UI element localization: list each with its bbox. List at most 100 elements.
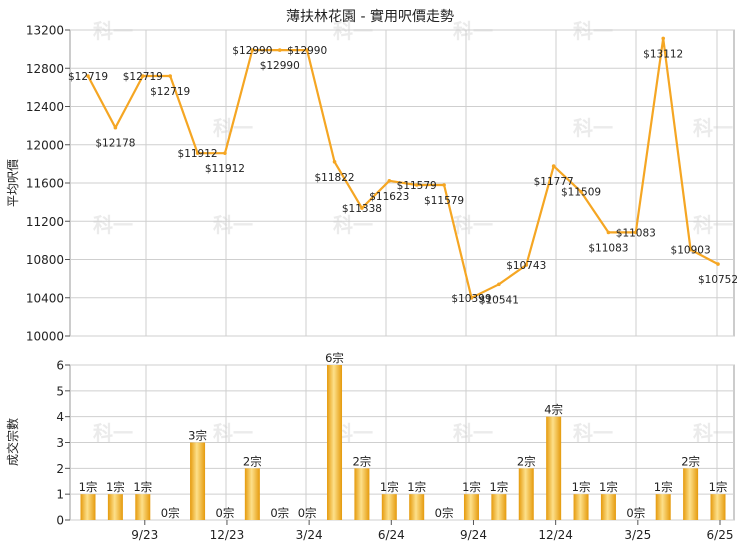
watermark-logo: 科一: [453, 213, 493, 237]
volume-bar: [409, 494, 425, 520]
x-tick-label: 12/23: [210, 528, 245, 542]
price-value-label: $10752: [698, 274, 738, 286]
price-point: [524, 263, 529, 267]
price-point: [332, 159, 337, 164]
watermark-logo: 科一: [693, 421, 733, 445]
volume-bar: [80, 494, 96, 520]
price-value-label: $11579: [397, 180, 437, 192]
price-value-label: $11912: [205, 163, 245, 175]
volume-bar: [683, 468, 699, 520]
price-point: [442, 183, 446, 187]
price-y-ticks: 10000 10400 10800 11200 11600 12000 12400 12800…: [26, 24, 70, 344]
watermark-logo: 科一: [453, 19, 493, 43]
watermark-logo: 科一: [573, 116, 613, 140]
volume-y-tick-label: 5: [56, 384, 64, 398]
price-point: [551, 164, 556, 168]
price-points: [86, 36, 720, 300]
volume-value-label: 2宗: [352, 454, 371, 468]
x-tick-label: 3/24: [296, 528, 323, 542]
watermark-logo: 科一: [693, 116, 733, 140]
volume-value-label: 1宗: [133, 480, 152, 494]
volume-bar: [463, 494, 479, 520]
price-value-label: $11579: [424, 195, 464, 207]
price-value-label: $11509: [561, 187, 601, 199]
price-point: [661, 36, 666, 41]
price-y-tick-label: 13200: [26, 24, 64, 38]
volume-bar: [135, 494, 151, 520]
price-value-label: $10399: [451, 293, 491, 305]
x-tick-label: 9/23: [131, 528, 158, 542]
volume-value-label: 1宗: [489, 480, 508, 494]
volume-value-label: 0宗: [161, 506, 180, 520]
chart-title: 薄扶林花園 - 實用呎價走勢: [286, 8, 454, 25]
price-point: [360, 206, 364, 210]
volume-y-tick-label: 2: [56, 462, 64, 476]
volume-bar: [190, 442, 206, 520]
price-y-tick-label: 12800: [26, 62, 64, 76]
volume-value-label: 1宗: [79, 480, 98, 494]
volume-value-label: 1宗: [572, 480, 591, 494]
price-point: [140, 74, 145, 78]
price-y-axis-label: 平均呎價: [6, 159, 20, 207]
price-value-label: $13112: [643, 48, 683, 60]
volume-gridlines: [70, 364, 734, 521]
volume-value-label: 0宗: [298, 506, 317, 520]
volume-y-tick-label: 0: [56, 514, 64, 528]
watermark-logo: 科一: [93, 421, 133, 445]
volume-y-axis-label: 成交宗數: [5, 418, 20, 466]
x-tick-label: 3/25: [624, 528, 651, 542]
volume-value-label: 2宗: [681, 454, 700, 468]
price-point: [414, 183, 419, 187]
price-point: [277, 48, 282, 52]
price-value-label: $12990: [260, 60, 300, 72]
price-y-tick-label: 11200: [26, 215, 64, 229]
price-point: [716, 262, 720, 266]
volume-value-label: 1宗: [407, 480, 426, 494]
price-value-labels: $12719 $12178 $12719 $12719 $11912 $11912 $129…: [68, 45, 738, 306]
price-value-label: $12990: [232, 45, 272, 57]
price-point: [168, 74, 172, 78]
price-series-line: [87, 37, 719, 299]
watermark-logo: 科一: [93, 213, 133, 237]
price-point: [86, 74, 90, 78]
volume-value-label: 3宗: [188, 429, 207, 443]
price-value-label: $11623: [369, 191, 409, 203]
price-value-label: $12719: [123, 71, 163, 83]
price-value-label: $10541: [479, 294, 519, 306]
price-point: [387, 179, 392, 183]
volume-bar: [600, 494, 616, 520]
watermark-logo: 科一: [573, 19, 613, 43]
volume-bar: [655, 494, 671, 520]
volume-value-label: 1宗: [380, 480, 399, 494]
price-point: [195, 151, 200, 155]
price-point: [305, 48, 309, 52]
watermark-logo: 科一: [213, 213, 253, 237]
price-value-label: $11083: [588, 242, 628, 254]
volume-y-tick-label: 6: [56, 359, 64, 373]
price-y-tick-label: 10000: [26, 330, 64, 344]
volume-value-label: 6宗: [325, 351, 344, 365]
price-y-tick-label: 10800: [26, 253, 64, 267]
volume-value-label: 2宗: [517, 454, 536, 468]
x-axis-ticks: 9/23 12/23 3/24 6/24 9/24 12/24 3/25 6/25: [131, 520, 733, 542]
volume-value-label: 2宗: [243, 454, 262, 468]
volume-value-label: 1宗: [599, 480, 618, 494]
price-point: [113, 125, 118, 130]
watermark-logo: 科一: [453, 421, 493, 445]
price-y-tick-label: 10400: [26, 291, 64, 305]
watermark-logo: 科一: [93, 19, 133, 43]
watermark-logo: 科一: [333, 19, 373, 43]
volume-value-label: 1宗: [709, 480, 728, 494]
price-value-label: $10903: [671, 245, 711, 257]
price-point: [606, 230, 611, 235]
volume-value-label: 0宗: [435, 506, 454, 520]
volume-bar: [518, 468, 534, 520]
volume-bar: [244, 468, 260, 520]
price-value-label: $10743: [506, 260, 546, 272]
volume-y-tick-label: 3: [56, 436, 64, 450]
watermark-logo: 科一: [693, 213, 733, 237]
price-point: [497, 282, 501, 287]
volume-bars: [80, 365, 726, 520]
